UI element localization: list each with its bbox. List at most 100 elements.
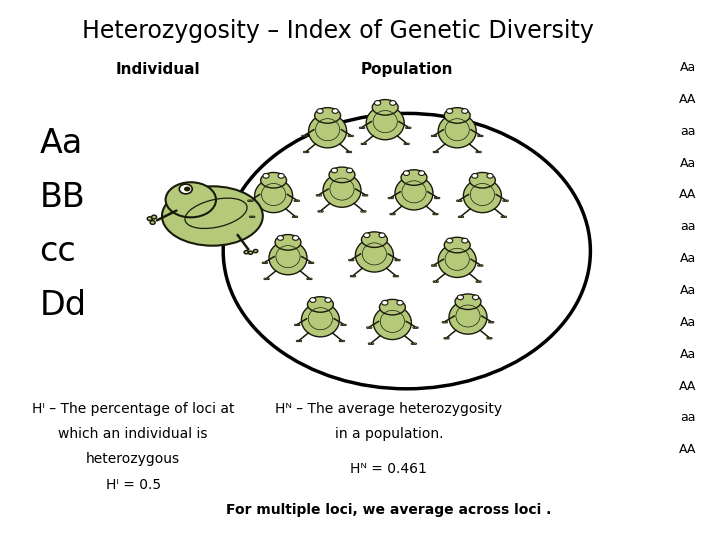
Ellipse shape bbox=[446, 238, 453, 243]
Ellipse shape bbox=[382, 300, 388, 305]
Ellipse shape bbox=[476, 151, 478, 153]
Ellipse shape bbox=[364, 211, 366, 212]
Ellipse shape bbox=[372, 343, 374, 345]
Ellipse shape bbox=[263, 173, 269, 178]
Ellipse shape bbox=[506, 200, 508, 201]
Ellipse shape bbox=[446, 109, 453, 113]
Ellipse shape bbox=[415, 343, 417, 345]
Ellipse shape bbox=[438, 244, 476, 278]
Ellipse shape bbox=[397, 300, 403, 305]
Text: Aa: Aa bbox=[680, 348, 696, 361]
Text: AA: AA bbox=[679, 93, 696, 106]
Ellipse shape bbox=[477, 265, 480, 266]
Ellipse shape bbox=[315, 107, 341, 123]
Ellipse shape bbox=[446, 321, 448, 323]
Ellipse shape bbox=[310, 262, 312, 264]
Ellipse shape bbox=[462, 216, 464, 218]
Ellipse shape bbox=[488, 338, 490, 339]
Ellipse shape bbox=[433, 135, 435, 137]
Ellipse shape bbox=[323, 173, 361, 207]
Ellipse shape bbox=[308, 262, 310, 264]
Text: AA: AA bbox=[679, 443, 696, 456]
Ellipse shape bbox=[251, 216, 253, 218]
Ellipse shape bbox=[344, 324, 346, 326]
Ellipse shape bbox=[488, 321, 490, 323]
Ellipse shape bbox=[253, 249, 258, 253]
Ellipse shape bbox=[487, 338, 489, 339]
Ellipse shape bbox=[390, 197, 392, 199]
Ellipse shape bbox=[296, 200, 298, 201]
Ellipse shape bbox=[476, 281, 478, 282]
Text: Dd: Dd bbox=[40, 288, 86, 322]
Ellipse shape bbox=[408, 127, 410, 129]
Ellipse shape bbox=[436, 151, 438, 153]
Ellipse shape bbox=[277, 235, 284, 240]
Ellipse shape bbox=[364, 194, 366, 196]
Ellipse shape bbox=[490, 338, 492, 339]
Ellipse shape bbox=[331, 168, 338, 173]
Ellipse shape bbox=[162, 186, 263, 246]
Ellipse shape bbox=[307, 151, 309, 153]
Ellipse shape bbox=[307, 278, 309, 280]
Text: AA: AA bbox=[679, 380, 696, 393]
Ellipse shape bbox=[278, 173, 284, 178]
Ellipse shape bbox=[435, 281, 437, 282]
Ellipse shape bbox=[366, 194, 368, 196]
Ellipse shape bbox=[442, 321, 444, 323]
Ellipse shape bbox=[147, 217, 152, 220]
Ellipse shape bbox=[363, 143, 365, 145]
Ellipse shape bbox=[397, 259, 399, 261]
Ellipse shape bbox=[264, 278, 266, 280]
Ellipse shape bbox=[275, 234, 301, 250]
Ellipse shape bbox=[298, 324, 300, 326]
Ellipse shape bbox=[455, 294, 481, 309]
Ellipse shape bbox=[343, 340, 345, 342]
Ellipse shape bbox=[310, 278, 312, 280]
Ellipse shape bbox=[411, 343, 413, 345]
Ellipse shape bbox=[184, 186, 191, 192]
Ellipse shape bbox=[350, 275, 352, 277]
Text: Aa: Aa bbox=[680, 316, 696, 329]
Ellipse shape bbox=[492, 321, 494, 323]
Ellipse shape bbox=[166, 183, 216, 217]
Ellipse shape bbox=[501, 216, 503, 218]
Ellipse shape bbox=[329, 167, 355, 183]
Text: cc: cc bbox=[40, 234, 76, 268]
Ellipse shape bbox=[352, 259, 354, 261]
Ellipse shape bbox=[446, 338, 448, 339]
Ellipse shape bbox=[350, 135, 352, 137]
Ellipse shape bbox=[404, 143, 406, 145]
Ellipse shape bbox=[261, 172, 287, 188]
Ellipse shape bbox=[368, 343, 370, 345]
Ellipse shape bbox=[249, 216, 251, 218]
Ellipse shape bbox=[244, 251, 248, 254]
Ellipse shape bbox=[359, 127, 361, 129]
Ellipse shape bbox=[490, 321, 492, 323]
Ellipse shape bbox=[433, 281, 435, 282]
Ellipse shape bbox=[348, 259, 351, 261]
Ellipse shape bbox=[346, 151, 348, 153]
Ellipse shape bbox=[294, 324, 297, 326]
Ellipse shape bbox=[339, 340, 341, 342]
Ellipse shape bbox=[362, 194, 364, 196]
Ellipse shape bbox=[348, 151, 350, 153]
Ellipse shape bbox=[477, 151, 480, 153]
Ellipse shape bbox=[300, 340, 302, 342]
Ellipse shape bbox=[309, 114, 346, 148]
Ellipse shape bbox=[361, 127, 363, 129]
Ellipse shape bbox=[296, 216, 298, 218]
Ellipse shape bbox=[435, 151, 437, 153]
Ellipse shape bbox=[255, 179, 292, 213]
Ellipse shape bbox=[433, 265, 435, 266]
Text: Aa: Aa bbox=[680, 157, 696, 170]
Ellipse shape bbox=[341, 340, 343, 342]
Ellipse shape bbox=[462, 238, 468, 243]
Ellipse shape bbox=[297, 200, 300, 201]
Ellipse shape bbox=[480, 265, 482, 266]
Ellipse shape bbox=[393, 213, 395, 215]
Ellipse shape bbox=[433, 151, 435, 153]
Ellipse shape bbox=[307, 296, 333, 312]
Ellipse shape bbox=[481, 265, 483, 266]
Ellipse shape bbox=[460, 200, 462, 201]
Ellipse shape bbox=[325, 298, 331, 302]
